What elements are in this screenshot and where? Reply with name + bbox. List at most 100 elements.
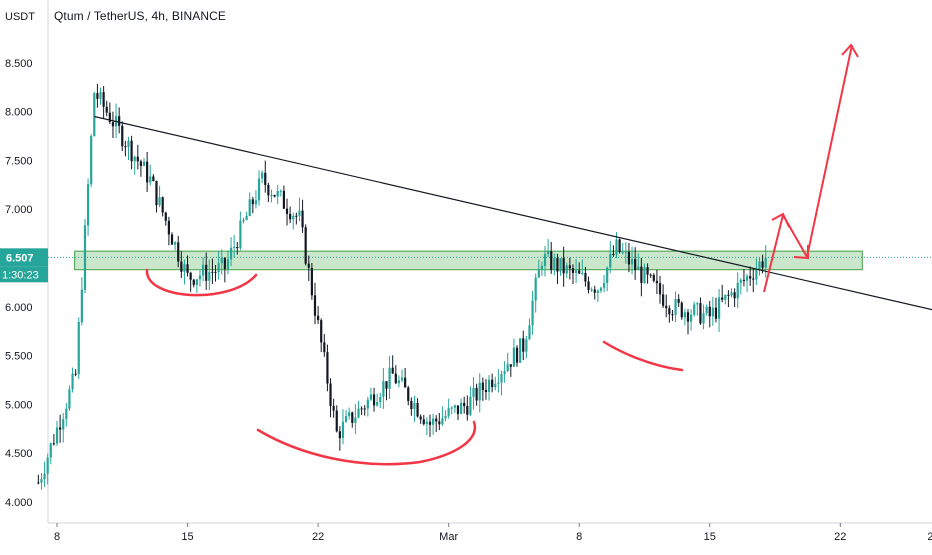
candle-body <box>618 239 621 252</box>
candle-body <box>509 364 512 367</box>
price-tick-label: 4.500 <box>5 448 33 460</box>
candle-body <box>239 220 242 249</box>
candle-body <box>127 140 130 147</box>
candle-body <box>733 292 736 299</box>
candle-body <box>164 212 167 221</box>
last-price-badge <box>0 248 48 267</box>
candle-body <box>615 239 618 255</box>
candle-body <box>562 258 565 274</box>
candle-body <box>494 383 497 388</box>
candle-body <box>534 277 537 301</box>
candle-body <box>335 410 338 432</box>
time-tick-label: 15 <box>704 531 716 543</box>
annotations <box>145 43 859 466</box>
candle-body <box>475 387 478 401</box>
candle-body <box>93 93 96 136</box>
candles <box>37 83 767 490</box>
candle-body <box>425 421 428 425</box>
candle-body <box>721 297 724 300</box>
candle-body <box>152 176 155 181</box>
candle-body <box>752 278 755 280</box>
candle-body <box>217 263 220 273</box>
candle-body <box>273 195 276 197</box>
candle-body <box>301 210 304 228</box>
support-resistance-zone[interactable] <box>74 250 863 271</box>
candle-body <box>522 338 525 352</box>
candle-body <box>108 112 111 123</box>
candle-body <box>749 276 752 279</box>
candle-body <box>245 215 248 221</box>
candle-body <box>201 264 205 276</box>
candle-body <box>655 280 659 284</box>
candle-body <box>251 199 254 205</box>
candle-body <box>37 482 40 484</box>
candle-body <box>708 306 711 317</box>
candle-body <box>379 396 382 403</box>
candle-body <box>413 402 416 410</box>
candle-body <box>149 176 152 183</box>
candle-body <box>559 258 562 272</box>
candle-body <box>416 402 419 417</box>
candle-body <box>593 289 596 293</box>
candle-body <box>515 347 519 363</box>
candle-body <box>764 257 767 268</box>
candle-body <box>705 306 708 314</box>
candle-body <box>195 279 198 285</box>
candle-body <box>270 195 273 197</box>
candle-body <box>624 251 627 253</box>
price-tick-label: 5.500 <box>5 351 33 363</box>
candle-body <box>382 381 385 397</box>
candle-body <box>121 125 124 147</box>
price-tick-label: 5.000 <box>5 399 33 411</box>
price-tick-label: 4.000 <box>5 497 33 509</box>
price-tick-label: 7.000 <box>5 204 33 216</box>
candle-body <box>444 415 447 419</box>
candle-body <box>637 266 640 270</box>
candle-body <box>264 172 267 185</box>
candle-body <box>599 287 603 291</box>
candle-body <box>478 382 481 401</box>
candle-body <box>587 281 590 290</box>
candle-body <box>124 146 127 148</box>
candle-body <box>391 367 394 374</box>
candle-body <box>652 275 655 281</box>
candle-body <box>543 254 547 266</box>
candle-body <box>323 342 326 353</box>
candle-body <box>189 272 192 280</box>
candle-body <box>634 259 637 270</box>
candle-body <box>630 259 634 265</box>
candle-body <box>699 303 702 324</box>
candle-body <box>77 322 80 375</box>
candle-body <box>205 264 208 281</box>
candle-body <box>531 300 534 326</box>
projection-arrow-path[interactable] <box>763 44 853 293</box>
candle-body <box>441 418 444 425</box>
candle-body <box>136 156 139 162</box>
candle-body <box>739 279 742 283</box>
candle-body <box>276 190 279 197</box>
candle-body <box>609 253 612 268</box>
candle-body <box>71 373 74 390</box>
candle-body <box>357 408 360 418</box>
annotation-curve[interactable] <box>145 268 258 297</box>
trendline[interactable] <box>94 115 932 314</box>
time-axis[interactable]: 8 15 22 Mar 8 15 22 27 <box>48 522 932 543</box>
candle-body <box>174 242 177 245</box>
candle-body <box>410 400 413 410</box>
candle-body <box>658 283 662 295</box>
candle-body <box>177 242 180 262</box>
candle-body <box>80 289 83 323</box>
candle-body <box>96 93 99 99</box>
candle-body <box>519 338 522 363</box>
annotation-curve[interactable] <box>256 420 477 466</box>
candle-body <box>310 267 313 296</box>
candle-body <box>55 427 59 444</box>
annotation-curve[interactable] <box>602 340 684 372</box>
candle-body <box>320 320 323 343</box>
candle-body <box>161 197 164 213</box>
candle-body <box>52 443 55 445</box>
candle-body <box>254 200 258 205</box>
candle-body <box>500 374 503 383</box>
